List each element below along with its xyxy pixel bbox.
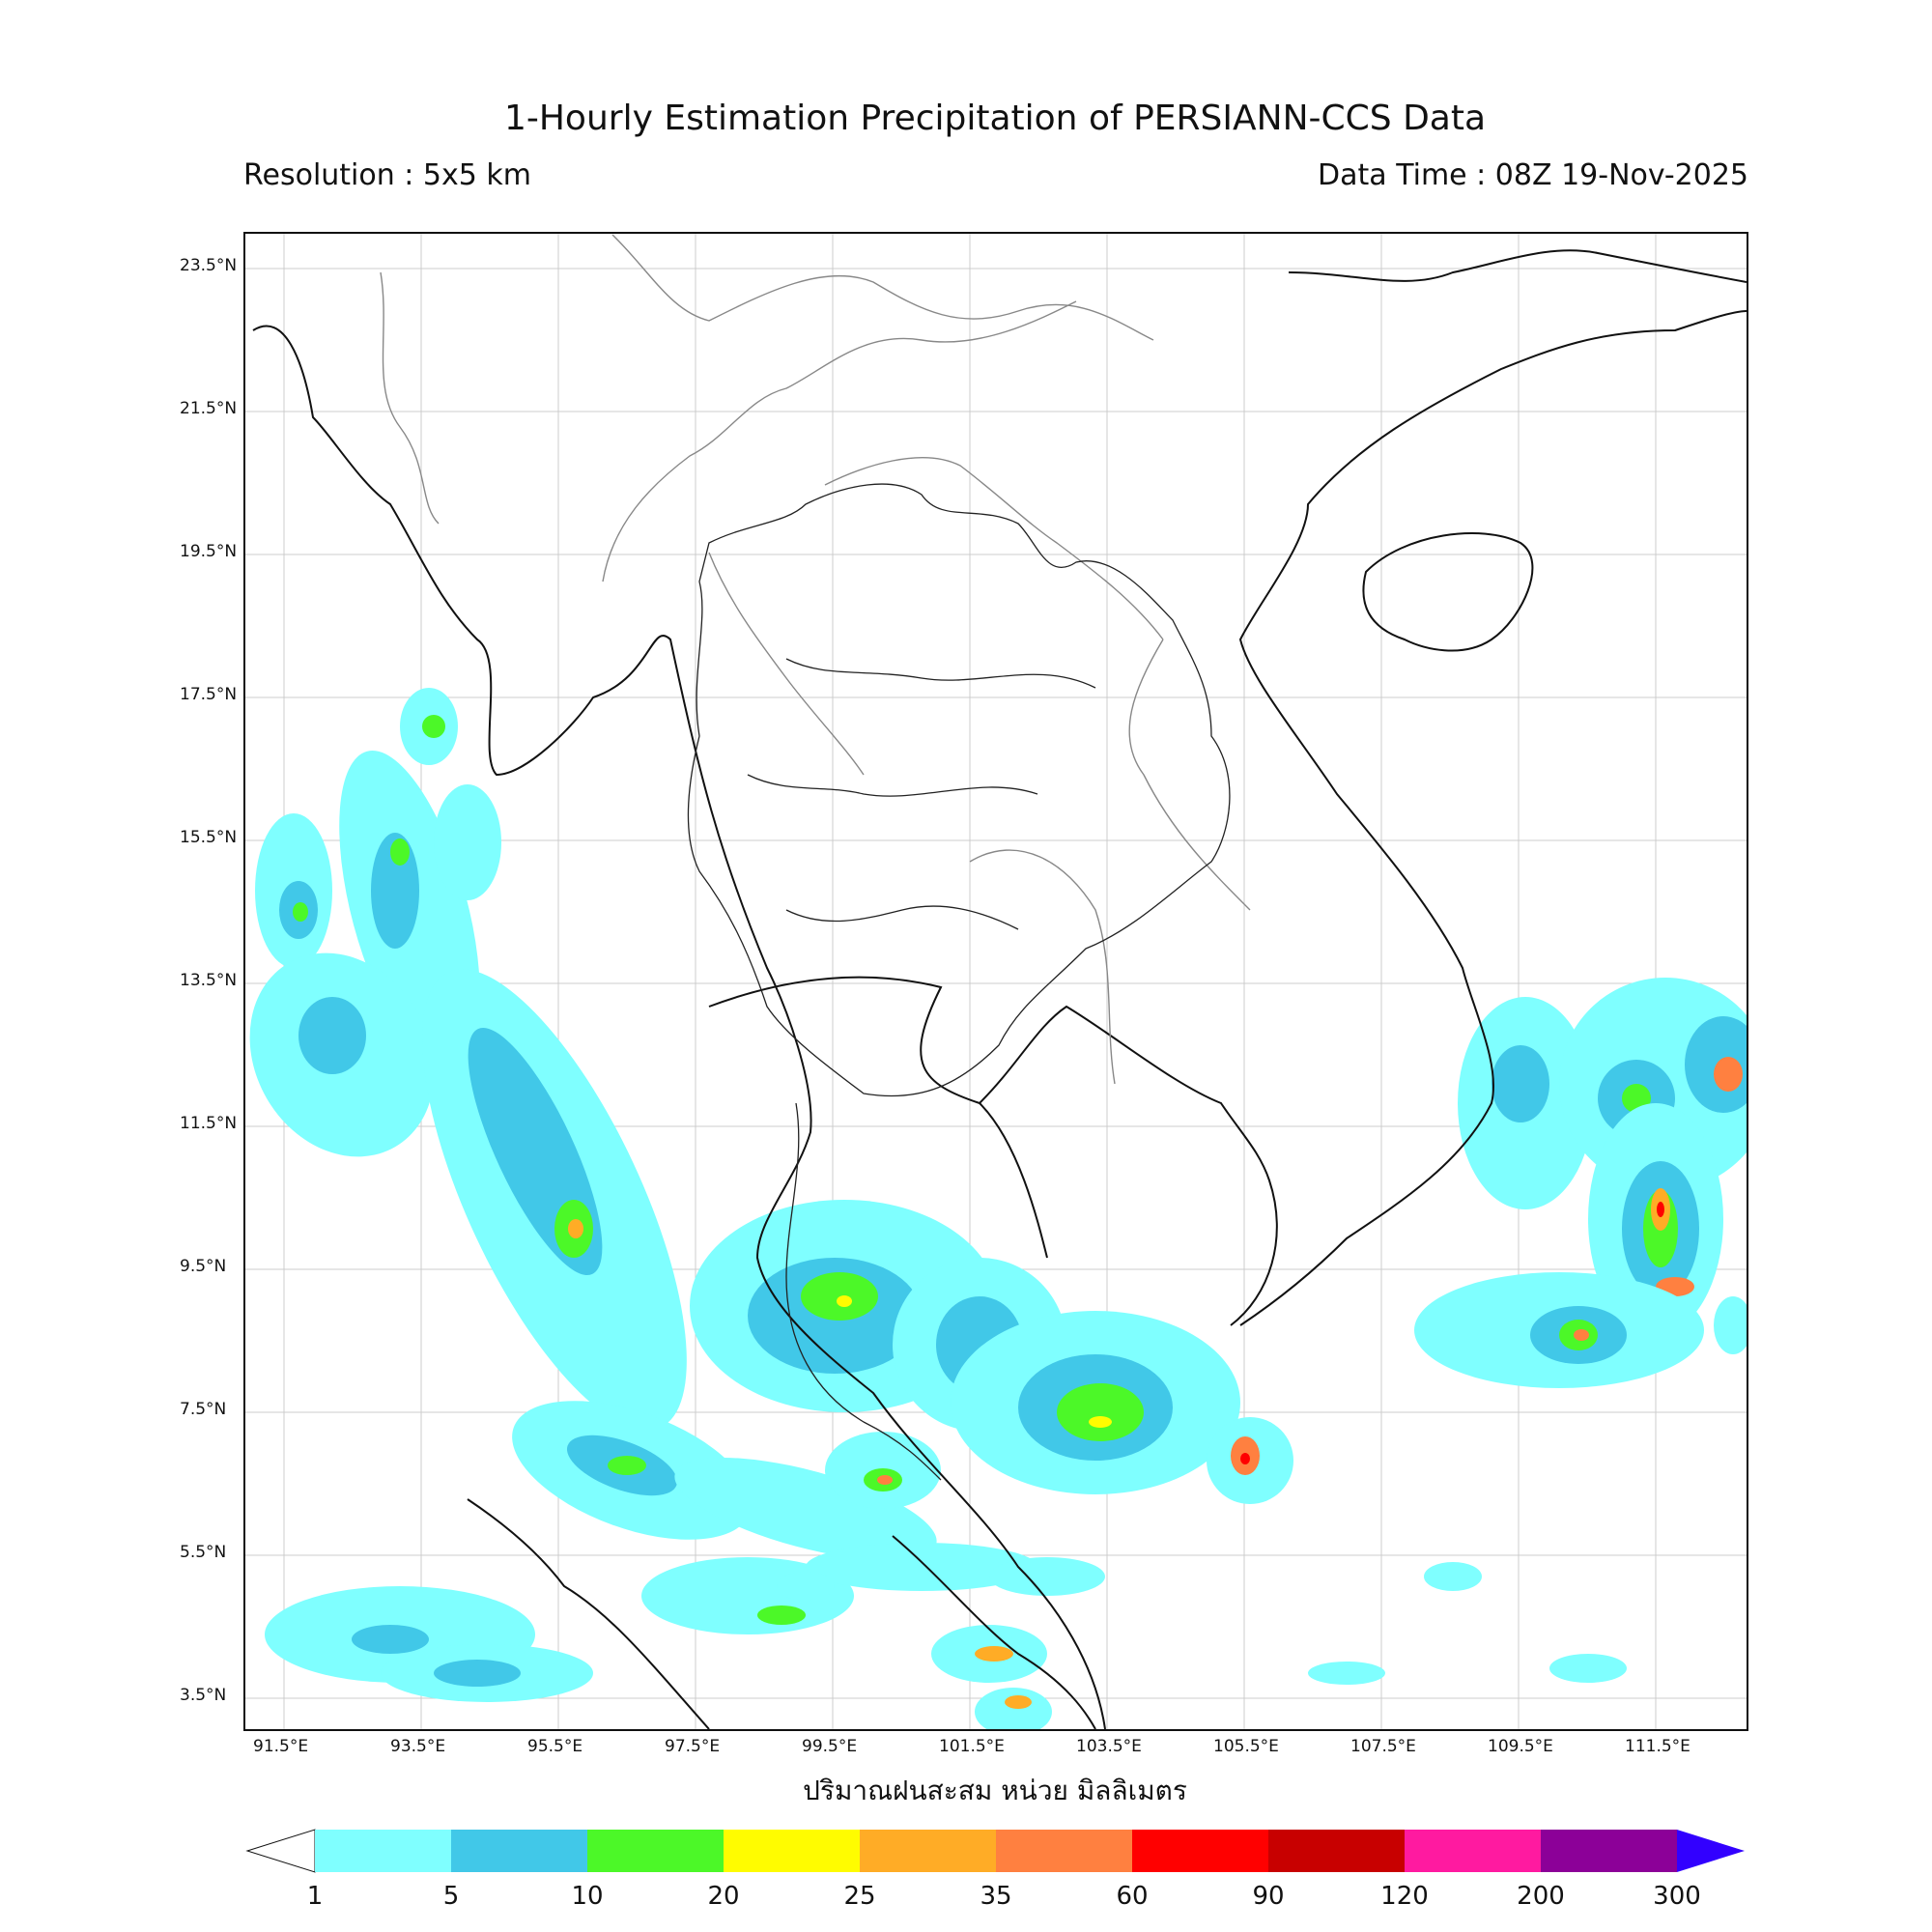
lat-tick-label: 17.5°N xyxy=(180,685,238,704)
colorbar-tick-label: 90 xyxy=(1252,1882,1285,1911)
rain-cell-gulf xyxy=(690,1200,1293,1729)
colorbar-tick-label: 20 xyxy=(707,1882,740,1911)
lat-tick-label: 15.5°N xyxy=(180,828,238,847)
lat-tick-label: 13.5°N xyxy=(180,971,238,990)
lat-tick-label: 21.5°N xyxy=(180,399,238,418)
lon-tick-label: 97.5°E xyxy=(665,1737,721,1756)
resolution-label: Resolution : 5x5 km xyxy=(243,158,531,192)
colorbar-tick-label: 10 xyxy=(571,1882,604,1911)
map-panel[interactable] xyxy=(243,232,1748,1731)
thailand-outline xyxy=(687,483,1231,1481)
colorbar-min-arrow xyxy=(245,1829,316,1873)
colorbar-tick-label: 120 xyxy=(1380,1882,1429,1911)
colorbar-tick-label: 25 xyxy=(843,1882,876,1911)
colorbar-tick-label: 5 xyxy=(442,1882,460,1911)
rain-cell-east xyxy=(1308,978,1747,1685)
colorbar-tick-label: 35 xyxy=(980,1882,1012,1911)
colorbar-swatch xyxy=(996,1830,1132,1872)
precipitation-layer xyxy=(249,688,1747,1729)
colorbar-swatch xyxy=(315,1830,451,1872)
lat-tick-label: 9.5°N xyxy=(180,1257,227,1276)
colorbar-swatch xyxy=(1541,1830,1677,1872)
lat-tick-label: 5.5°N xyxy=(180,1543,227,1562)
lon-tick-label: 107.5°E xyxy=(1350,1737,1416,1756)
colorbar-swatch xyxy=(724,1830,860,1872)
colorbar-swatch xyxy=(1268,1830,1405,1872)
colorbar-tick-label: 60 xyxy=(1116,1882,1149,1911)
colorbar-tick-label: 300 xyxy=(1653,1882,1701,1911)
rain-cell-west xyxy=(249,688,937,1702)
lon-tick-label: 105.5°E xyxy=(1213,1737,1279,1756)
lon-tick-label: 95.5°E xyxy=(527,1737,583,1756)
lon-tick-label: 101.5°E xyxy=(939,1737,1005,1756)
lon-tick-label: 99.5°E xyxy=(802,1737,858,1756)
lon-tick-label: 91.5°E xyxy=(253,1737,309,1756)
map-title: 1-Hourly Estimation Precipitation of PER… xyxy=(503,99,1487,138)
lat-tick-label: 7.5°N xyxy=(180,1400,227,1419)
lon-tick-label: 103.5°E xyxy=(1076,1737,1142,1756)
lon-tick-label: 111.5°E xyxy=(1625,1737,1690,1756)
colorbar-swatch xyxy=(860,1830,996,1872)
lat-tick-label: 3.5°N xyxy=(180,1686,227,1705)
colorbar-max-arrow xyxy=(1677,1830,1745,1872)
lon-tick-label: 109.5°E xyxy=(1488,1737,1553,1756)
map-canvas xyxy=(245,234,1747,1729)
colorbar-title: ปริมาณฝนสะสม หน่วย มิลลิเมตร xyxy=(803,1775,1187,1806)
colorbar-swatch xyxy=(587,1830,724,1872)
colorbar-swatch xyxy=(1405,1830,1541,1872)
colorbar-swatch xyxy=(1132,1830,1268,1872)
country-borders xyxy=(380,234,1251,1085)
lat-tick-label: 23.5°N xyxy=(180,256,238,275)
data-time-label: Data Time : 08Z 19-Nov-2025 xyxy=(1318,158,1748,192)
coastlines xyxy=(252,249,1747,1729)
colorbar-tick-label: 1 xyxy=(306,1882,324,1911)
colorbar-tick-label: 200 xyxy=(1517,1882,1565,1911)
lon-tick-label: 93.5°E xyxy=(390,1737,446,1756)
lat-tick-label: 11.5°N xyxy=(180,1114,238,1133)
lat-tick-label: 19.5°N xyxy=(180,542,238,561)
colorbar-swatch xyxy=(451,1830,587,1872)
